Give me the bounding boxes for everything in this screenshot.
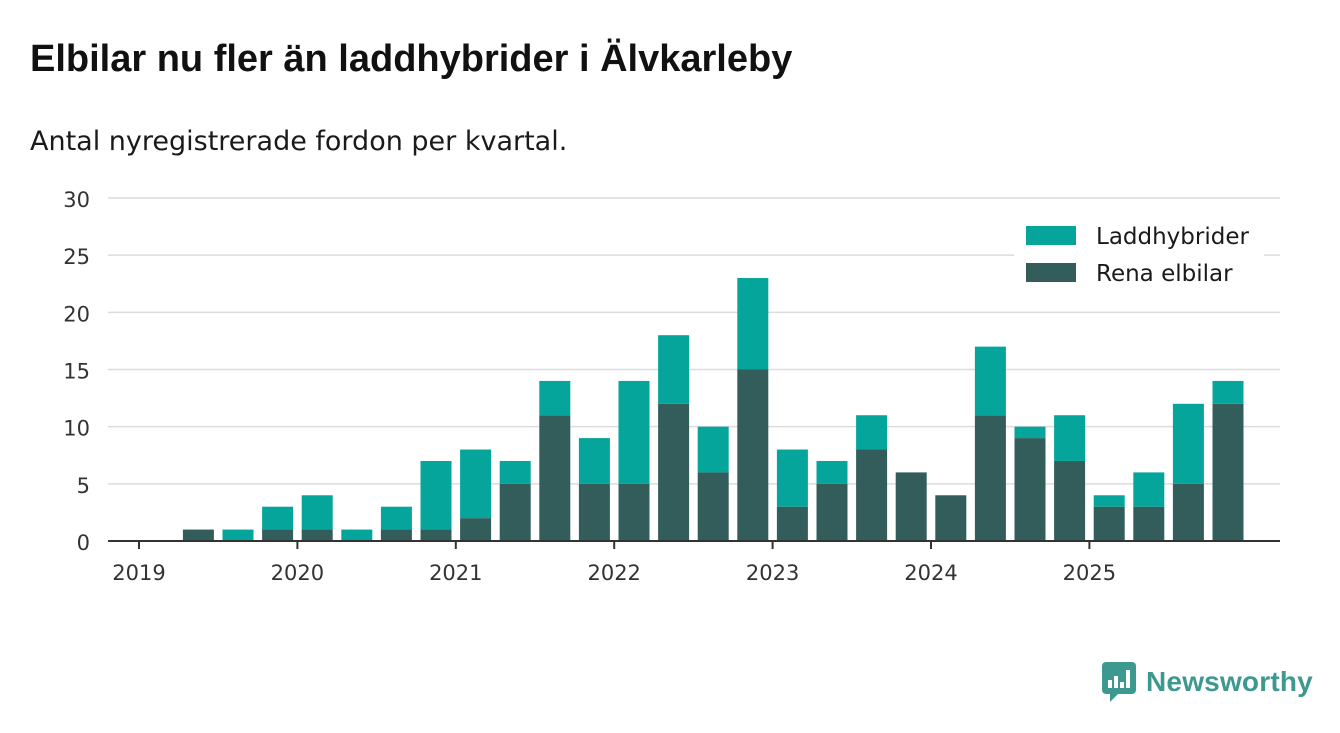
bar-rena-elbilar bbox=[1093, 506, 1125, 541]
bar-rena-elbilar bbox=[578, 483, 610, 541]
legend-swatch bbox=[1026, 263, 1076, 282]
bar-rena-elbilar bbox=[737, 369, 769, 541]
bar-rena-elbilar bbox=[420, 529, 452, 541]
brand-name: Newsworthy bbox=[1146, 666, 1313, 697]
bar-rena-elbilar bbox=[301, 529, 333, 541]
bar-laddhybrider bbox=[1093, 495, 1125, 507]
legend-label: Rena elbilar bbox=[1096, 261, 1233, 287]
bar-laddhybrider bbox=[974, 346, 1006, 416]
bar-rena-elbilar bbox=[816, 483, 848, 541]
y-tick-label: 20 bbox=[63, 302, 90, 326]
bar-rena-elbilar bbox=[618, 483, 650, 541]
bar-rena-elbilar bbox=[1054, 460, 1086, 541]
bar-rena-elbilar bbox=[1133, 506, 1165, 541]
bar-rena-elbilar bbox=[460, 518, 492, 541]
bar-rena-elbilar bbox=[1172, 483, 1204, 541]
y-tick-label: 15 bbox=[63, 360, 90, 384]
bar-laddhybrider bbox=[460, 449, 492, 519]
bar-laddhybrider bbox=[1212, 380, 1244, 404]
bar-laddhybrider bbox=[539, 380, 571, 416]
brand-logo: Newsworthy bbox=[1102, 662, 1313, 702]
bar-rena-elbilar bbox=[262, 529, 294, 541]
bar-rena-elbilar bbox=[974, 415, 1006, 541]
x-tick-label: 2019 bbox=[112, 561, 165, 585]
bar-laddhybrider bbox=[658, 335, 690, 404]
bar-laddhybrider bbox=[618, 380, 650, 484]
bar-laddhybrider bbox=[816, 460, 848, 484]
bar-rena-elbilar bbox=[1014, 438, 1046, 541]
y-tick-label: 10 bbox=[63, 417, 90, 441]
x-tick-label: 2024 bbox=[904, 561, 957, 585]
chart-title: Elbilar nu fler än laddhybrider i Älvkar… bbox=[30, 38, 793, 80]
legend-swatch bbox=[1026, 226, 1076, 245]
bar-laddhybrider bbox=[499, 460, 531, 484]
y-tick-label: 30 bbox=[63, 188, 90, 212]
bar-laddhybrider bbox=[697, 426, 729, 473]
bar-rena-elbilar bbox=[1212, 403, 1244, 541]
chart-subtitle: Antal nyregistrerade fordon per kvartal. bbox=[30, 126, 568, 157]
bar-rena-elbilar bbox=[935, 495, 967, 541]
newsworthy-logo-icon bbox=[1102, 662, 1136, 702]
y-tick-label: 25 bbox=[63, 245, 90, 269]
bar-rena-elbilar bbox=[380, 529, 412, 541]
bar-rena-elbilar bbox=[895, 472, 927, 541]
bars bbox=[182, 278, 1244, 541]
legend: Laddhybrider Rena elbilar bbox=[1014, 214, 1264, 298]
bar-rena-elbilar bbox=[856, 449, 888, 541]
bar-laddhybrider bbox=[1133, 472, 1165, 507]
bar-rena-elbilar bbox=[499, 483, 531, 541]
legend-label: Laddhybrider bbox=[1096, 224, 1249, 250]
bar-laddhybrider bbox=[1172, 403, 1204, 484]
bar-laddhybrider bbox=[1054, 415, 1086, 461]
x-tick-label: 2021 bbox=[429, 561, 482, 585]
bar-laddhybrider bbox=[1014, 426, 1046, 439]
bar-laddhybrider bbox=[578, 438, 610, 484]
bar-rena-elbilar bbox=[658, 403, 690, 541]
bar-rena-elbilar bbox=[182, 529, 214, 541]
bar-laddhybrider bbox=[262, 506, 294, 530]
bar-rena-elbilar bbox=[776, 506, 808, 541]
bar-laddhybrider bbox=[776, 449, 808, 507]
x-tick-label: 2023 bbox=[746, 561, 799, 585]
x-axis: 2019 2020 2021 2022 2023 2024 2025 bbox=[108, 540, 1280, 585]
bar-laddhybrider bbox=[856, 415, 888, 450]
x-tick-label: 2020 bbox=[271, 561, 324, 585]
y-tick-label: 0 bbox=[77, 531, 90, 555]
bar-laddhybrider bbox=[380, 506, 412, 530]
bar-rena-elbilar bbox=[697, 472, 729, 541]
bar-laddhybrider bbox=[420, 460, 452, 530]
bar-rena-elbilar bbox=[539, 415, 571, 541]
bar-laddhybrider bbox=[737, 278, 769, 370]
bar-laddhybrider bbox=[341, 529, 373, 541]
bar-laddhybrider bbox=[222, 529, 254, 541]
x-tick-label: 2025 bbox=[1063, 561, 1116, 585]
y-tick-label: 5 bbox=[77, 474, 90, 498]
bar-laddhybrider bbox=[301, 495, 333, 530]
x-tick-label: 2022 bbox=[587, 561, 640, 585]
